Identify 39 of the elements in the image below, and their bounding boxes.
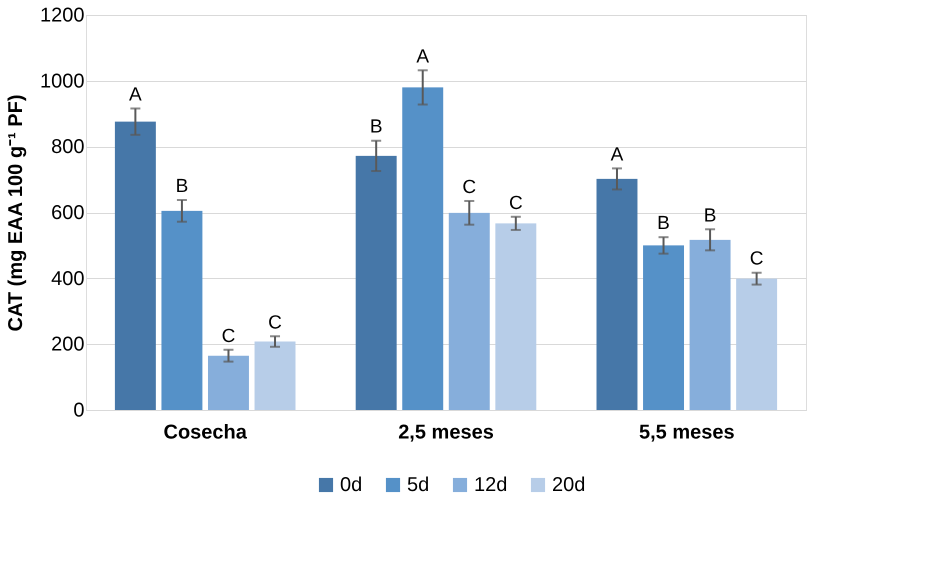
data-label: B bbox=[176, 176, 188, 197]
bar bbox=[596, 178, 638, 410]
data-label: C bbox=[222, 326, 236, 347]
bar bbox=[736, 278, 778, 410]
data-label: C bbox=[462, 176, 476, 198]
bar bbox=[161, 210, 202, 410]
bar bbox=[448, 212, 490, 410]
y-tick-label: 800 bbox=[51, 136, 84, 158]
bar bbox=[690, 240, 731, 410]
data-label: C bbox=[508, 192, 523, 214]
data-label: C bbox=[750, 248, 764, 270]
y-tick-label: 1000 bbox=[40, 70, 84, 92]
legend-label: 5d bbox=[407, 474, 430, 496]
data-label: A bbox=[416, 46, 430, 68]
bar bbox=[208, 356, 249, 410]
data-label: B bbox=[370, 116, 383, 138]
bar bbox=[402, 87, 444, 410]
legend-label: 0d bbox=[340, 474, 362, 496]
bar bbox=[254, 342, 296, 410]
y-tick-label: 0 bbox=[73, 400, 84, 422]
data-label: A bbox=[610, 144, 624, 166]
y-tick-label: 400 bbox=[51, 268, 84, 290]
legend-label: 12d bbox=[474, 474, 508, 496]
bar bbox=[356, 156, 397, 410]
data-label: C bbox=[268, 312, 282, 334]
x-tick-label: Cosecha bbox=[164, 422, 248, 444]
data-label: B bbox=[657, 213, 670, 234]
data-label: A bbox=[129, 84, 142, 106]
x-tick-label: 2,5 meses bbox=[398, 422, 494, 444]
y-tick-label: 600 bbox=[51, 202, 84, 224]
legend-label: 20d bbox=[552, 474, 586, 496]
x-tick-label: 5,5 meses bbox=[638, 422, 735, 444]
data-label: B bbox=[704, 205, 716, 226]
y-tick-label: 1200 bbox=[40, 4, 84, 26]
y-axis-title: CAT (mg EAA 100 g⁻¹ PF) bbox=[5, 94, 28, 332]
y-tick-label: 200 bbox=[51, 334, 84, 356]
bar bbox=[495, 223, 536, 410]
bar bbox=[643, 245, 684, 410]
bar bbox=[114, 122, 156, 410]
